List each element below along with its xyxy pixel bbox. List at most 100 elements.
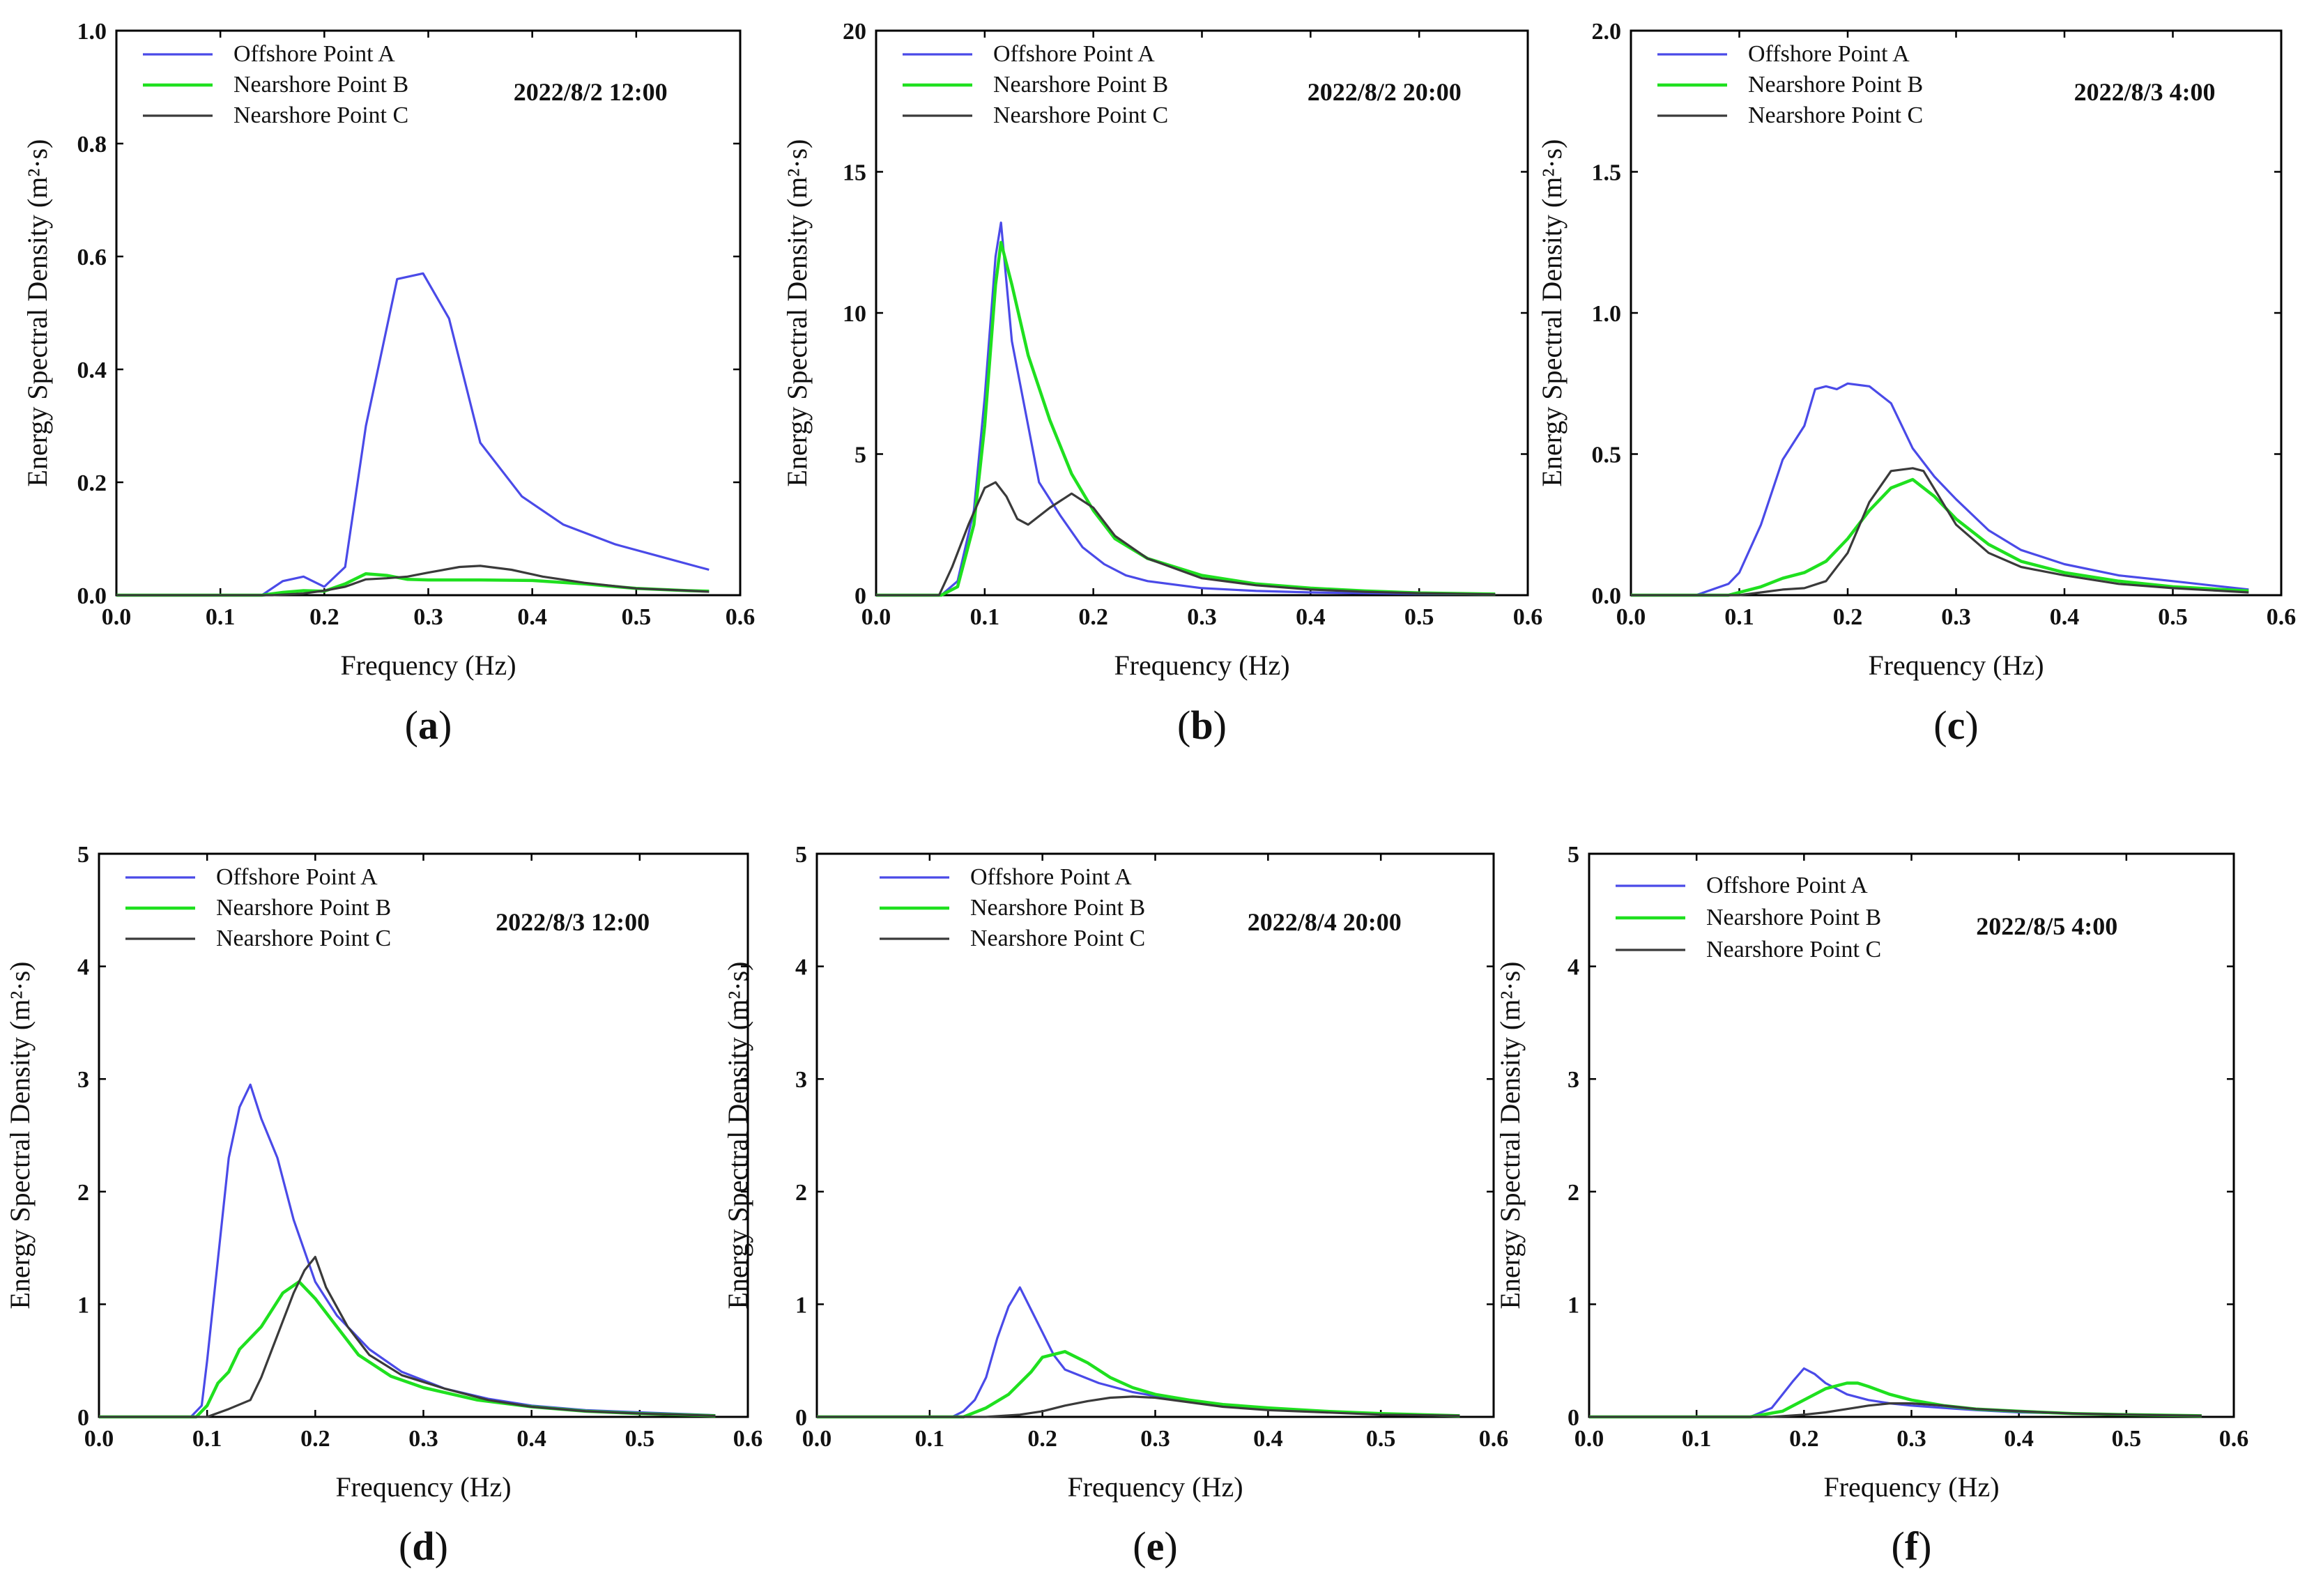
panel-timestamp: 2022/8/2 20:00 — [1308, 78, 1462, 106]
y-tick-label: 0 — [77, 1405, 89, 1431]
x-axis-title: Frequency (Hz) — [340, 650, 516, 681]
x-tick-label: 0.6 — [726, 604, 756, 630]
x-tick-label: 0.6 — [733, 1426, 763, 1452]
y-tick-label: 2 — [795, 1180, 807, 1206]
y-tick-label: 4 — [77, 955, 89, 981]
legend-label-offshore-a: Offshore Point A — [1748, 41, 1910, 67]
legend-label-nearshore-c: Nearshore Point C — [993, 102, 1168, 128]
y-tick-label: 1.5 — [1592, 160, 1622, 186]
x-tick-label: 0.5 — [1366, 1426, 1396, 1452]
x-tick-label: 0.0 — [802, 1426, 832, 1452]
x-tick-label: 0.1 — [192, 1426, 222, 1452]
x-tick-label: 0.5 — [2158, 604, 2188, 630]
x-tick-label: 0.6 — [1479, 1426, 1509, 1452]
series-line-nearshore-b — [876, 240, 1496, 597]
x-tick-label: 0.1 — [915, 1426, 945, 1452]
x-tick-label: 0.3 — [413, 604, 443, 630]
x-axis-title: Frequency (Hz) — [335, 1471, 511, 1503]
x-tick-label: 0.5 — [622, 604, 652, 630]
y-tick-label: 0.5 — [1592, 443, 1622, 468]
panel-timestamp: 2022/8/2 12:00 — [514, 78, 668, 106]
x-tick-label: 0.0 — [1616, 604, 1646, 630]
plot-frame — [98, 852, 749, 1418]
panel-label: (e) — [1133, 1524, 1177, 1569]
legend-label-nearshore-b: Nearshore Point B — [993, 72, 1168, 98]
x-axis-title: Frequency (Hz) — [1823, 1471, 1999, 1503]
y-tick-label: 0.6 — [77, 245, 107, 270]
x-tick-label: 0.1 — [1724, 604, 1754, 630]
x-tick-label: 0.6 — [1513, 604, 1543, 630]
x-tick-label: 0.1 — [970, 604, 1000, 630]
series-line-nearshore-c — [116, 565, 710, 597]
y-axis-title: Energy Spectral Density (m²·s) — [781, 139, 813, 487]
x-tick-label: 0.0 — [1574, 1426, 1604, 1452]
legend-label-nearshore-b: Nearshore Point B — [1748, 72, 1923, 98]
y-tick-label: 2.0 — [1592, 19, 1622, 45]
y-tick-label: 1.0 — [77, 19, 107, 45]
panel-label: (a) — [405, 703, 452, 748]
legend-label-offshore-a: Offshore Point A — [993, 41, 1155, 67]
y-tick-label: 1 — [77, 1292, 89, 1318]
legend-label-nearshore-c: Nearshore Point C — [970, 926, 1145, 951]
series-line-offshore-a — [99, 1083, 716, 1418]
legend: Offshore Point A Nearshore Point B Nearsho… — [143, 41, 408, 128]
y-tick-label: 1.0 — [1592, 301, 1622, 327]
x-tick-label: 0.2 — [1027, 1426, 1057, 1452]
y-tick-label: 0.2 — [77, 470, 107, 496]
x-tick-label: 0.5 — [625, 1426, 655, 1452]
x-axis-title: Frequency (Hz) — [1114, 650, 1289, 681]
x-tick-label: 0.2 — [1833, 604, 1863, 630]
x-tick-label: 0.0 — [84, 1426, 114, 1452]
panel-timestamp: 2022/8/5 4:00 — [1976, 912, 2117, 940]
series-line-nearshore-c — [817, 1395, 1460, 1418]
x-tick-label: 0.2 — [300, 1426, 330, 1452]
y-tick-label: 1 — [795, 1292, 807, 1318]
y-axis-title: Energy Spectral Density (m²·s) — [4, 962, 36, 1310]
series-line-nearshore-c — [99, 1255, 716, 1418]
legend: Offshore Point A Nearshore Point B Nearsho… — [125, 864, 391, 951]
x-tick-label: 0.1 — [206, 604, 236, 630]
legend-label-nearshore-c: Nearshore Point C — [216, 926, 391, 951]
plot-frame — [1588, 852, 2235, 1418]
y-tick-label: 0.0 — [1592, 583, 1622, 609]
series-line-offshore-a — [876, 221, 1496, 597]
x-tick-label: 0.2 — [309, 604, 339, 630]
y-tick-label: 3 — [1568, 1067, 1579, 1093]
x-tick-label: 0.4 — [1253, 1426, 1283, 1452]
x-tick-label: 0.4 — [2004, 1426, 2034, 1452]
series-line-nearshore-b — [1631, 477, 2249, 597]
y-tick-label: 5 — [77, 842, 89, 868]
panel-timestamp: 2022/8/3 12:00 — [496, 908, 650, 936]
series-line-nearshore-b — [817, 1350, 1460, 1419]
x-tick-label: 0.0 — [102, 604, 132, 630]
legend: Offshore Point A Nearshore Point B Nearsho… — [1657, 41, 1923, 128]
x-tick-label: 0.4 — [2050, 604, 2080, 630]
legend: Offshore Point A Nearshore Point B Nearsho… — [880, 864, 1145, 951]
y-tick-label: 4 — [1568, 955, 1579, 981]
panel-label: (c) — [1933, 703, 1978, 748]
x-tick-label: 0.6 — [2267, 604, 2297, 630]
panel-f: 0.0 0.1 0.2 0.3 0.4 0.5 0.6 0 1 2 3 4 5 Frequency (Hz… — [1494, 842, 2248, 1569]
y-tick-label: 4 — [795, 955, 807, 981]
y-axis-title: Energy Spectral Density (m²·s) — [22, 139, 53, 487]
x-tick-label: 0.3 — [1187, 604, 1217, 630]
legend-label-offshore-a: Offshore Point A — [216, 864, 378, 890]
panel-timestamp: 2022/8/4 20:00 — [1248, 908, 1402, 936]
series-line-nearshore-b — [116, 571, 710, 597]
series-line-nearshore-b — [99, 1280, 716, 1419]
legend: Offshore Point A Nearshore Point B Nearsho… — [1616, 873, 1881, 962]
series-line-offshore-a — [116, 272, 710, 597]
y-tick-label: 2 — [77, 1180, 89, 1206]
series-line-offshore-a — [1631, 382, 2249, 597]
x-tick-label: 0.4 — [517, 604, 547, 630]
y-tick-label: 3 — [77, 1067, 89, 1093]
legend-label-nearshore-b: Nearshore Point B — [216, 895, 391, 921]
y-tick-label: 0 — [1568, 1405, 1579, 1431]
y-tick-label: 10 — [843, 301, 866, 327]
y-tick-label: 5 — [854, 443, 866, 468]
legend-label-nearshore-c: Nearshore Point C — [233, 102, 408, 128]
x-tick-label: 0.0 — [861, 604, 891, 630]
y-tick-label: 0.8 — [77, 132, 107, 158]
legend-label-nearshore-b: Nearshore Point B — [970, 895, 1145, 921]
